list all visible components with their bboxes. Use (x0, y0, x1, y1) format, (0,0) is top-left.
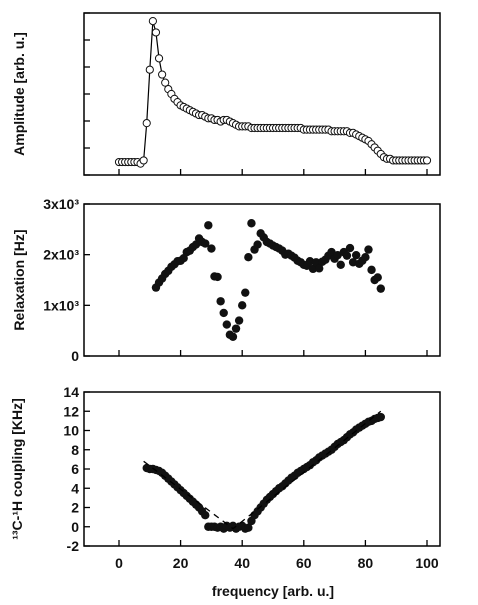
data-point (148, 17, 157, 26)
y-tick-label: 4 (71, 480, 79, 496)
coupling-axis-label: ¹³C-¹H coupling [KHz] (9, 398, 25, 540)
data-point (342, 251, 352, 260)
data-point (154, 54, 164, 63)
y-tick-label: 6 (71, 461, 79, 477)
data-point (361, 253, 370, 262)
y-tick-label: 0 (71, 519, 79, 535)
data-point (213, 272, 222, 282)
data-point (241, 288, 250, 297)
relaxation-plot-frame (83, 203, 441, 357)
coupling-series (142, 410, 385, 533)
x-tick-label: 60 (296, 555, 312, 571)
data-point (145, 65, 154, 74)
data-point (201, 511, 210, 520)
relaxation-ticks: 0 1x10³ 2x10³ 3x10³ (43, 196, 428, 364)
data-point (238, 301, 247, 310)
data-point (364, 245, 373, 254)
y-tick-label: 2x10³ (43, 247, 79, 263)
relaxation-panel: 0 1x10³ 2x10³ 3x10³ Relaxation [Hz] (11, 196, 441, 364)
data-point (161, 78, 170, 87)
relaxation-series (151, 219, 385, 341)
y-tick-label: 12 (63, 403, 79, 419)
data-point (234, 316, 244, 325)
data-point (376, 412, 385, 422)
x-tick-label: 20 (173, 555, 189, 571)
relaxation-axis-label: Relaxation [Hz] (11, 229, 27, 330)
x-tick-label: 80 (358, 555, 374, 571)
data-point (351, 250, 361, 260)
fit-line (143, 410, 382, 530)
data-point (222, 320, 231, 329)
data-point (219, 308, 228, 318)
data-point (201, 239, 210, 248)
data-point (247, 219, 256, 228)
coupling-plot-frame (83, 391, 441, 547)
series-line (119, 20, 427, 165)
y-tick-label: 2 (71, 500, 79, 516)
x-tick-label: 0 (115, 555, 123, 571)
y-tick-label: 10 (63, 423, 79, 439)
frequency-axis-label: frequency [arb. u.] (212, 583, 334, 599)
data-point (216, 297, 225, 306)
data-point (158, 70, 167, 79)
y-tick-label: 14 (63, 384, 79, 400)
y-tick-label: -2 (67, 538, 80, 554)
data-point (308, 264, 318, 274)
data-point (373, 273, 382, 282)
data-point (231, 324, 241, 333)
data-point (228, 332, 238, 341)
data-point (345, 243, 355, 253)
amplitude-panel: Amplitude [arb. u.] (11, 12, 441, 176)
data-point (142, 119, 151, 128)
data-point (207, 244, 216, 253)
data-point (204, 221, 213, 230)
coupling-ticks: 0 20 40 60 80 100 -2 0 2 4 6 8 10 12 14 (63, 384, 438, 571)
data-point (376, 284, 385, 293)
coupling-panel: 0 20 40 60 80 100 -2 0 2 4 6 8 10 12 14 ¹³C-¹H couplin… (9, 384, 441, 599)
y-tick-label: 8 (71, 442, 79, 458)
y-tick-label: 3x10³ (43, 196, 79, 212)
amplitude-axis-label: Amplitude [arb. u.] (11, 32, 27, 156)
x-tick-label: 100 (415, 555, 439, 571)
data-point (315, 264, 324, 273)
data-point (139, 156, 148, 165)
y-tick-label: 0 (71, 348, 79, 364)
data-point (367, 265, 376, 275)
data-point (336, 260, 345, 269)
amplitude-ticks (84, 12, 428, 176)
y-tick-label: 1x10³ (43, 297, 79, 313)
data-point (253, 240, 262, 249)
data-point (305, 257, 315, 266)
data-point (151, 28, 161, 37)
data-point (244, 523, 253, 532)
data-point (244, 253, 253, 262)
amplitude-series (114, 17, 432, 168)
amplitude-plot-frame (83, 12, 441, 176)
data-point (422, 156, 432, 165)
x-tick-label: 40 (234, 555, 250, 571)
